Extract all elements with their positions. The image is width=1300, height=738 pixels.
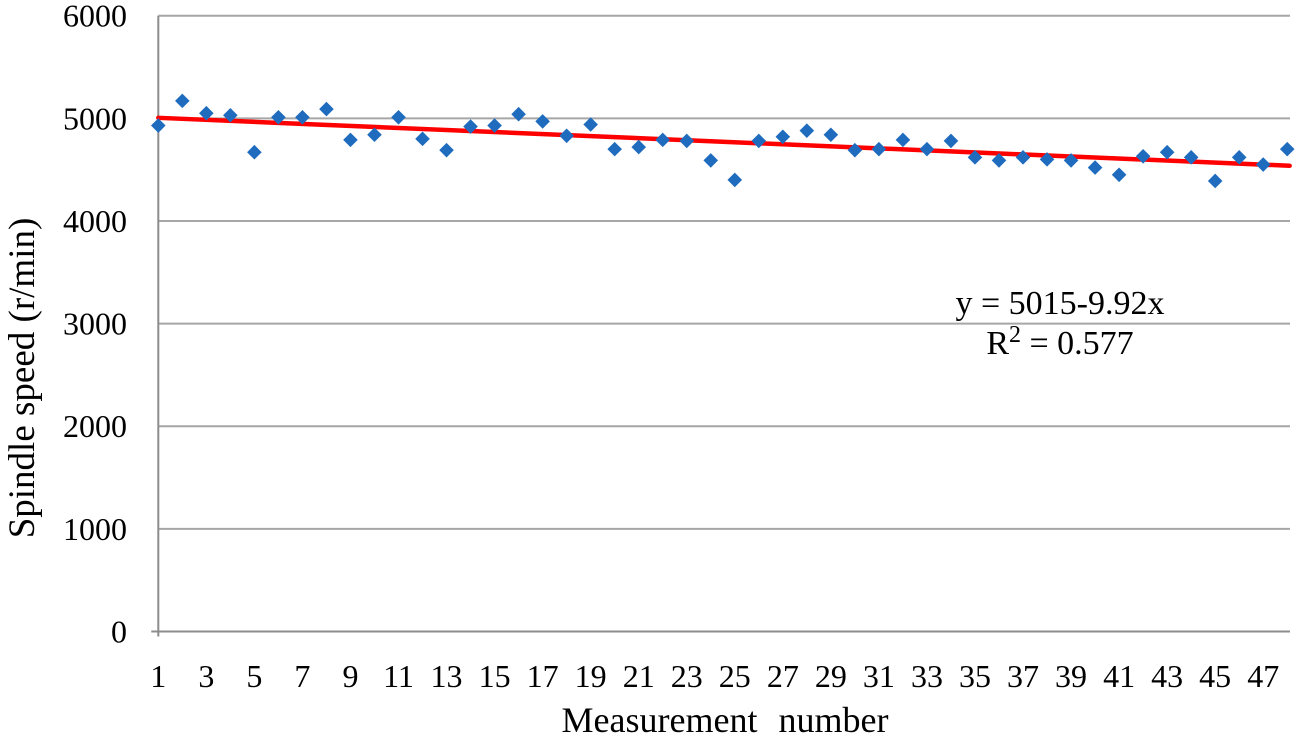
data-point-marker (415, 131, 430, 147)
x-tick-label: 33 (911, 658, 943, 694)
data-point-marker (151, 118, 166, 133)
x-tick-label: 37 (1007, 658, 1039, 694)
x-tick-label: 21 (623, 658, 655, 694)
y-tick-label: 6000 (63, 0, 127, 34)
data-point-marker (655, 132, 671, 148)
data-point-marker (1063, 153, 1079, 168)
data-point-marker (559, 128, 574, 144)
gridlines (158, 14, 1290, 530)
data-point-marker (775, 129, 791, 145)
data-point-marker (631, 139, 646, 155)
data-point-marker (727, 172, 743, 188)
data-point-marker (439, 142, 454, 158)
x-tick-labels: 1 3 5 7 9 11 13 15 17 19 21 23 25 27 29 31 33 35 37 39 41 43 4… (150, 658, 1279, 694)
data-point-marker (271, 110, 286, 125)
data-point-marker (607, 141, 622, 157)
data-point-marker (199, 105, 214, 121)
x-tick-label: 43 (1151, 658, 1183, 694)
data-point-marker (751, 133, 767, 149)
x-tick-label: 29 (815, 658, 847, 694)
data-point-marker (511, 106, 526, 122)
y-tick-label: 4000 (63, 203, 127, 239)
y-tick-label: 5000 (63, 100, 127, 136)
data-point-marker (487, 118, 502, 133)
data-point-marker (703, 153, 719, 168)
data-point-marker (679, 133, 695, 149)
data-point-marker (1255, 157, 1271, 172)
data-point-marker (1231, 150, 1247, 165)
data-point-marker (847, 142, 863, 158)
x-tick-label: 9 (342, 658, 358, 694)
y-tick-label: 2000 (63, 408, 127, 444)
data-point-marker (463, 119, 478, 134)
data-point-marker (1087, 160, 1103, 175)
x-tick-label: 17 (527, 658, 559, 694)
x-tick-label: 25 (719, 658, 751, 694)
data-point-marker (1135, 149, 1151, 164)
data-point-marker (247, 144, 262, 160)
x-tick-label: 23 (671, 658, 703, 694)
data-points (151, 93, 1295, 189)
data-point-marker (1207, 173, 1223, 189)
x-tick-label: 7 (294, 658, 310, 694)
x-tick-label: 15 (479, 658, 511, 694)
x-tick-label: 31 (863, 658, 895, 694)
x-tick-label: 5 (246, 658, 262, 694)
y-tick-labels: 0 1000 2000 3000 4000 5000 6000 (63, 0, 127, 650)
x-axis-title: Measurement number (562, 700, 889, 738)
y-tick-label: 1000 (63, 511, 127, 547)
data-point-marker (799, 123, 815, 138)
x-tick-label: 13 (431, 658, 463, 694)
data-point-marker (871, 141, 887, 157)
x-tick-label: 11 (383, 658, 414, 694)
y-tick-label: 0 (111, 614, 127, 650)
x-tick-label: 35 (959, 658, 991, 694)
data-point-marker (535, 114, 550, 129)
data-point-marker (823, 127, 839, 143)
data-point-marker (1279, 141, 1295, 157)
x-tick-label: 19 (575, 658, 607, 694)
data-point-marker (391, 110, 406, 125)
trendline-equation: y = 5015-9.92x (956, 285, 1165, 322)
y-tick-label: 3000 (63, 306, 127, 342)
data-point-marker (583, 117, 598, 132)
data-point-marker (943, 133, 959, 149)
y-axis-title: Spindle speed (r/min) (2, 218, 43, 539)
x-tick-label: 41 (1103, 658, 1135, 694)
x-tick-label: 47 (1247, 658, 1279, 694)
data-point-marker (223, 107, 238, 123)
data-point-marker (1015, 150, 1031, 165)
data-point-marker (295, 110, 310, 125)
x-tick-label: 45 (1199, 658, 1231, 694)
x-tick-label: 39 (1055, 658, 1087, 694)
data-point-marker (1039, 152, 1055, 167)
data-point-marker (1183, 150, 1199, 165)
x-tick-label: 3 (198, 658, 214, 694)
data-point-marker (895, 132, 911, 148)
data-point-marker (1159, 144, 1175, 160)
trendline-r-squared: R2 = 0.577 (986, 322, 1133, 362)
x-tick-label: 27 (767, 658, 799, 694)
x-tick-label: 1 (150, 658, 166, 694)
data-point-marker (343, 132, 358, 148)
trendline (156, 115, 1292, 169)
data-point-marker (319, 101, 334, 117)
data-point-marker (175, 93, 190, 109)
data-point-marker (367, 127, 382, 143)
data-point-marker (991, 153, 1007, 168)
data-point-marker (919, 141, 935, 157)
data-point-marker (967, 150, 983, 165)
data-point-marker (1111, 167, 1127, 183)
